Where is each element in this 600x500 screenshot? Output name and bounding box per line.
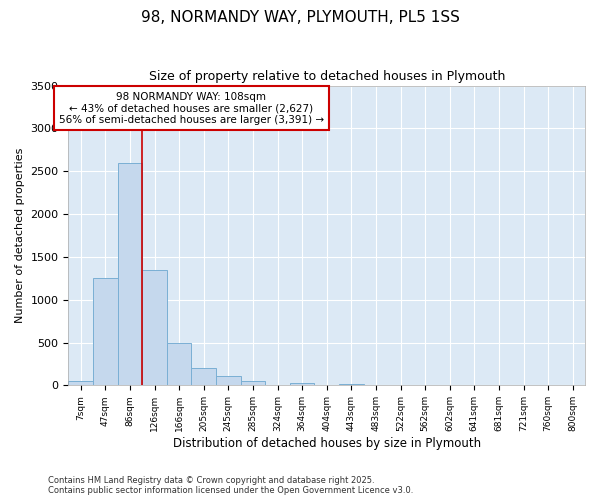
Y-axis label: Number of detached properties: Number of detached properties	[15, 148, 25, 323]
Bar	[68, 381, 93, 386]
Bar	[93, 278, 118, 386]
X-axis label: Distribution of detached houses by size in Plymouth: Distribution of detached houses by size …	[173, 437, 481, 450]
Bar	[216, 376, 241, 386]
Bar	[167, 342, 191, 386]
Bar	[142, 270, 167, 386]
Text: 98 NORMANDY WAY: 108sqm
← 43% of detached houses are smaller (2,627)
56% of semi: 98 NORMANDY WAY: 108sqm ← 43% of detache…	[59, 92, 324, 125]
Bar	[290, 383, 314, 386]
Bar	[241, 381, 265, 386]
Text: Contains HM Land Registry data © Crown copyright and database right 2025.
Contai: Contains HM Land Registry data © Crown c…	[48, 476, 413, 495]
Bar	[339, 384, 364, 386]
Text: 98, NORMANDY WAY, PLYMOUTH, PL5 1SS: 98, NORMANDY WAY, PLYMOUTH, PL5 1SS	[140, 10, 460, 25]
Bar	[191, 368, 216, 386]
Bar	[118, 162, 142, 386]
Title: Size of property relative to detached houses in Plymouth: Size of property relative to detached ho…	[149, 70, 505, 83]
